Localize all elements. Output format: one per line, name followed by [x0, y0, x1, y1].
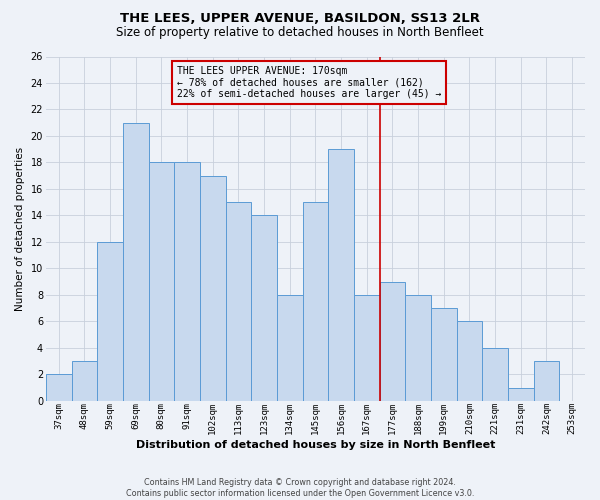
Bar — [123, 122, 149, 401]
Bar — [380, 282, 405, 401]
Bar — [71, 361, 97, 401]
Bar — [97, 242, 123, 401]
Bar — [302, 202, 328, 401]
X-axis label: Distribution of detached houses by size in North Benfleet: Distribution of detached houses by size … — [136, 440, 495, 450]
Bar — [277, 295, 302, 401]
Bar — [200, 176, 226, 401]
Text: THE LEES, UPPER AVENUE, BASILDON, SS13 2LR: THE LEES, UPPER AVENUE, BASILDON, SS13 2… — [120, 12, 480, 26]
Bar — [149, 162, 174, 401]
Bar — [251, 216, 277, 401]
Bar — [405, 295, 431, 401]
Bar — [482, 348, 508, 401]
Bar — [431, 308, 457, 401]
Bar — [508, 388, 533, 401]
Bar — [226, 202, 251, 401]
Bar — [354, 295, 380, 401]
Bar — [174, 162, 200, 401]
Bar — [46, 374, 71, 401]
Y-axis label: Number of detached properties: Number of detached properties — [15, 146, 25, 310]
Bar — [457, 322, 482, 401]
Bar — [533, 361, 559, 401]
Bar — [328, 149, 354, 401]
Text: Size of property relative to detached houses in North Benfleet: Size of property relative to detached ho… — [116, 26, 484, 39]
Text: THE LEES UPPER AVENUE: 170sqm
← 78% of detached houses are smaller (162)
22% of : THE LEES UPPER AVENUE: 170sqm ← 78% of d… — [177, 66, 441, 99]
Text: Contains HM Land Registry data © Crown copyright and database right 2024.
Contai: Contains HM Land Registry data © Crown c… — [126, 478, 474, 498]
